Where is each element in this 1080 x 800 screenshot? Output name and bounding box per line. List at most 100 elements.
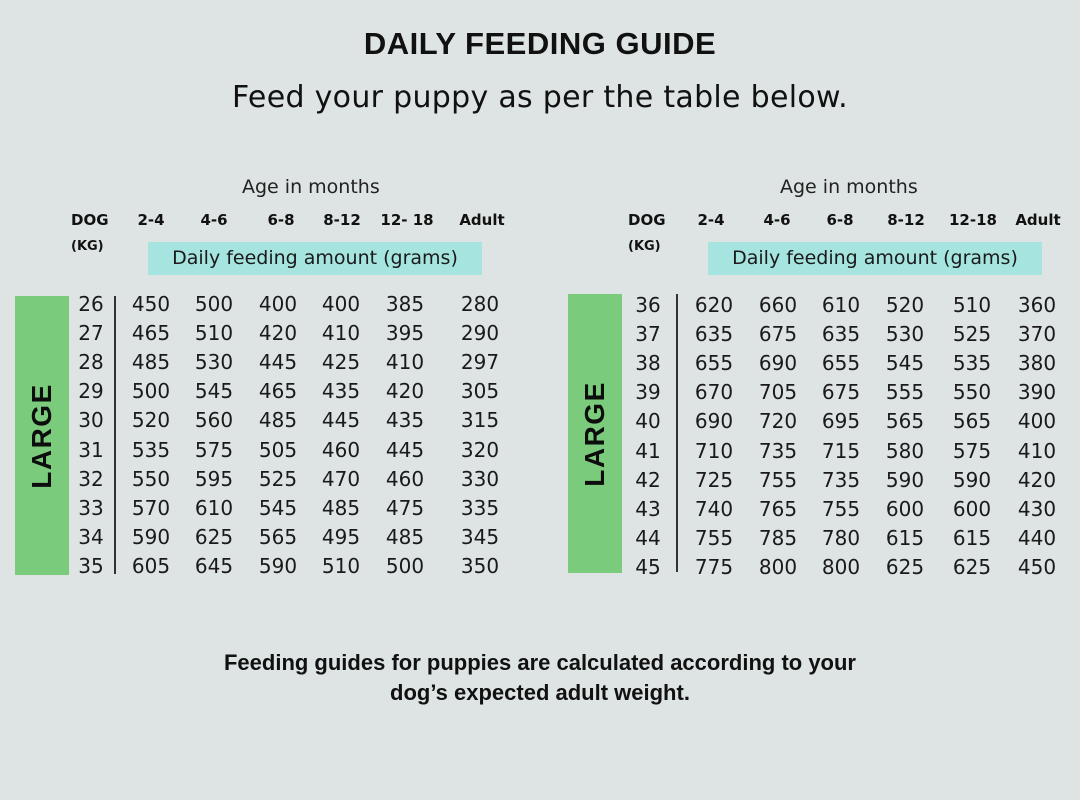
feeding-amount-cell: 335 <box>460 495 500 520</box>
daily-feeding-amount-banner: Daily feeding amount (grams) <box>148 242 482 275</box>
feeding-amount-cell: 475 <box>385 495 425 520</box>
table-row: 37 635 675 635 530 525 370 <box>0 322 1080 351</box>
dog-weight-cell: 28 <box>78 350 104 375</box>
table-row: 32 550 595 525 470 460 330 <box>0 467 1080 496</box>
column-divider <box>676 294 678 572</box>
footnote-line-1: Feeding guides for puppies are calculate… <box>223 650 856 675</box>
dog-weight-cell: 34 <box>78 524 104 549</box>
age-column-header: 12- 18 <box>380 211 434 229</box>
feeding-amount-cell: 520 <box>131 408 171 433</box>
feeding-amount-cell: 380 <box>1017 351 1057 376</box>
feeding-amount-cell: 370 <box>1017 322 1057 347</box>
age-column-header: 6-8 <box>267 211 295 229</box>
footnote: Feeding guides for puppies are calculate… <box>0 648 1080 708</box>
feeding-amount-cell: 460 <box>385 466 425 491</box>
table-row: 41 710 735 715 580 575 410 <box>0 439 1080 468</box>
feeding-amount-cell: 590 <box>885 467 925 492</box>
feeding-amount-cell: 550 <box>952 380 992 405</box>
dog-column-header: DOG <box>71 211 109 229</box>
feeding-amount-cell: 670 <box>694 380 734 405</box>
table-row: 35 605 645 590 510 500 350 <box>0 554 1080 583</box>
kg-unit-label: (KG) <box>71 239 104 254</box>
feeding-amount-cell: 510 <box>194 321 234 346</box>
table-row: 33 570 610 545 485 475 335 <box>0 496 1080 525</box>
feeding-amount-cell: 500 <box>131 379 171 404</box>
feeding-amount-cell: 400 <box>321 292 361 316</box>
feeding-table-2: Age in months DOG (KG) 2-4 4-6 6-8 8-12 12-18 Ad… <box>0 170 1080 590</box>
age-column-header: 8-12 <box>323 211 361 229</box>
feeding-amount-cell: 525 <box>952 322 992 347</box>
age-column-header: 4-6 <box>200 211 228 229</box>
feeding-amount-cell: 635 <box>821 322 861 347</box>
size-category-band: LARGE <box>568 294 622 573</box>
feeding-amount-cell: 575 <box>952 438 992 463</box>
table-row: 38 655 690 655 545 535 380 <box>0 351 1080 380</box>
feeding-amount-cell: 625 <box>885 554 925 579</box>
feeding-amount-cell: 555 <box>885 380 925 405</box>
table-row: 27 465 510 420 410 395 290 <box>0 321 1080 350</box>
age-in-months-label: Age in months <box>242 176 380 198</box>
feeding-amount-cell: 345 <box>460 524 500 549</box>
feeding-amount-cell: 525 <box>258 466 298 491</box>
feeding-amount-cell: 590 <box>952 467 992 492</box>
feeding-amount-cell: 445 <box>385 437 425 462</box>
page-title: DAILY FEEDING GUIDE <box>363 26 717 61</box>
feeding-amount-cell: 800 <box>758 554 798 579</box>
feeding-amount-cell: 350 <box>460 553 500 578</box>
feeding-amount-cell: 755 <box>758 467 798 492</box>
feeding-amount-cell: 705 <box>758 380 798 405</box>
feeding-amount-cell: 500 <box>194 292 234 316</box>
feeding-amount-cell: 755 <box>694 525 734 550</box>
feeding-amount-cell: 425 <box>321 350 361 375</box>
feeding-amount-cell: 725 <box>694 467 734 492</box>
feeding-amount-cell: 545 <box>885 351 925 376</box>
dog-weight-cell: 42 <box>635 467 661 492</box>
feeding-amount-cell: 605 <box>131 553 171 578</box>
dog-weight-cell: 31 <box>78 437 104 462</box>
age-column-header: 8-12 <box>887 211 925 229</box>
kg-unit-label: (KG) <box>628 239 661 254</box>
feeding-amount-cell: 450 <box>131 292 171 316</box>
feeding-amount-cell: 545 <box>258 495 298 520</box>
table-row: 42 725 755 735 590 590 420 <box>0 468 1080 497</box>
dog-weight-cell: 36 <box>635 293 661 317</box>
feeding-amount-cell: 565 <box>258 524 298 549</box>
dog-weight-cell: 43 <box>635 496 661 521</box>
feeding-amount-cell: 695 <box>821 409 861 434</box>
age-in-months-label: Age in months <box>780 176 918 198</box>
age-column-header: 12-18 <box>949 211 997 229</box>
table-row: 34 590 625 565 495 485 345 <box>0 525 1080 554</box>
feeding-amount-cell: 305 <box>460 379 500 404</box>
feeding-amount-cell: 690 <box>694 409 734 434</box>
feeding-amount-cell: 535 <box>131 437 171 462</box>
feeding-amount-cell: 775 <box>694 554 734 579</box>
feeding-amount-cell: 675 <box>758 322 798 347</box>
feeding-amount-cell: 560 <box>194 408 234 433</box>
feeding-amount-cell: 610 <box>194 495 234 520</box>
feeding-amount-cell: 395 <box>385 321 425 346</box>
feeding-amount-cell: 565 <box>885 409 925 434</box>
feeding-amount-cell: 510 <box>952 293 992 317</box>
feeding-amount-cell: 580 <box>885 438 925 463</box>
feeding-amount-cell: 400 <box>258 292 298 316</box>
feeding-amount-cell: 710 <box>694 438 734 463</box>
table-row: 28 485 530 445 425 410 297 <box>0 350 1080 379</box>
table-row: 30 520 560 485 445 435 315 <box>0 408 1080 437</box>
table-row: 44 755 785 780 615 615 440 <box>0 526 1080 555</box>
dog-weight-cell: 30 <box>78 408 104 433</box>
dog-weight-cell: 41 <box>635 438 661 463</box>
feeding-amount-cell: 390 <box>1017 380 1057 405</box>
feeding-amount-cell: 625 <box>194 524 234 549</box>
dog-weight-cell: 39 <box>635 380 661 405</box>
feeding-amount-cell: 485 <box>131 350 171 375</box>
feeding-amount-cell: 435 <box>321 379 361 404</box>
feeding-amount-cell: 485 <box>385 524 425 549</box>
age-column-header: Adult <box>459 211 505 229</box>
dog-column-header: DOG <box>628 211 666 229</box>
dog-weight-cell: 38 <box>635 351 661 376</box>
feeding-amount-cell: 470 <box>321 466 361 491</box>
dog-weight-cell: 44 <box>635 525 661 550</box>
feeding-amount-cell: 740 <box>694 496 734 521</box>
feeding-amount-cell: 590 <box>131 524 171 549</box>
feeding-amount-cell: 485 <box>258 408 298 433</box>
